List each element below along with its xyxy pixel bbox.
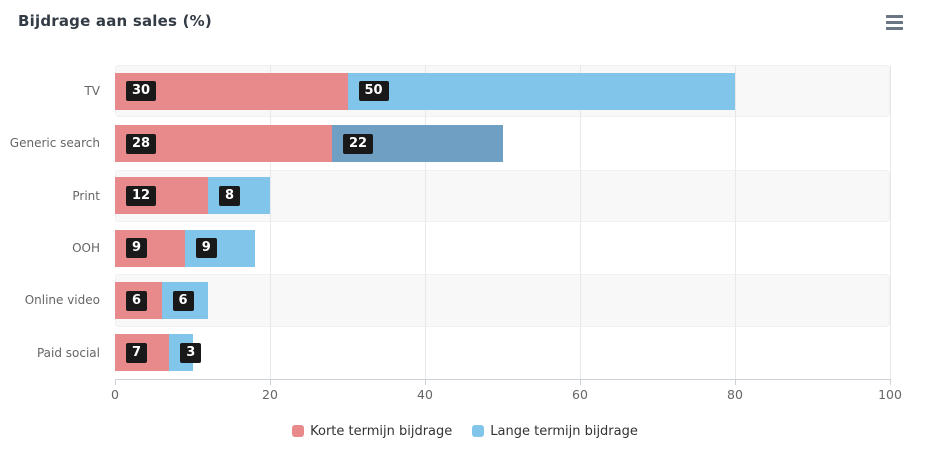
legend-swatch-icon <box>292 425 305 437</box>
category-label: TV <box>84 84 100 99</box>
x-axis-tick-label: 100 <box>878 387 902 402</box>
bar-segment-lange-termijn-bijdrage[interactable] <box>347 72 735 110</box>
data-label: 28 <box>126 133 157 154</box>
x-axis-tick-20 <box>269 380 271 385</box>
data-label: 9 <box>126 238 148 259</box>
x-axis-tick-40 <box>424 380 426 385</box>
data-label: 7 <box>126 342 148 363</box>
legend: Korte termijn bijdrage Lange termijn bijd… <box>0 421 930 441</box>
x-axis-tick-label: 0 <box>111 387 119 402</box>
plot-area: 30 50 28 22 12 8 9 9 6 6 7 3 <box>115 65 891 379</box>
legend-label: Lange termijn bijdrage <box>490 423 638 439</box>
legend-swatch-icon <box>472 425 485 437</box>
data-label: 6 <box>126 290 148 311</box>
category-label: Paid social <box>36 345 100 360</box>
x-axis-line <box>115 379 891 380</box>
x-axis-tick-label: 20 <box>262 387 278 402</box>
gridline-20 <box>269 65 271 379</box>
data-label: 30 <box>126 81 157 102</box>
hamburger-menu-icon <box>885 26 903 30</box>
category-label: Print <box>72 188 100 203</box>
row-band <box>115 274 890 327</box>
data-label: 12 <box>126 185 157 206</box>
data-label: 8 <box>219 185 241 206</box>
data-label: 3 <box>180 342 202 363</box>
x-axis-tick-80 <box>734 380 736 385</box>
category-label: OOH <box>72 241 100 256</box>
data-label: 6 <box>172 290 194 311</box>
category-axis: TV Generic search Print OOH Online video Paid… <box>0 65 100 379</box>
category-label: Online video <box>24 293 100 308</box>
x-axis-tick-60 <box>579 380 581 385</box>
hamburger-menu-icon <box>885 20 903 24</box>
x-axis-tick-100 <box>889 380 891 385</box>
chart-context-menu-button[interactable] <box>882 12 906 32</box>
x-axis-tick-label: 80 <box>727 387 743 402</box>
data-label: 22 <box>343 133 374 154</box>
legend-item-2[interactable]: Lange termijn bijdrage <box>472 424 638 439</box>
gridline-100 <box>889 65 891 379</box>
category-label: Generic search <box>9 136 100 151</box>
gridline-80 <box>734 65 736 379</box>
x-axis-tick-0 <box>114 380 116 385</box>
gridline-60 <box>579 65 581 379</box>
x-axis-tick-label: 60 <box>572 387 588 402</box>
hamburger-menu-icon <box>885 14 903 18</box>
data-label: 9 <box>195 238 217 259</box>
legend-item-1[interactable]: Korte termijn bijdrage <box>292 424 452 439</box>
gridline-40 <box>424 65 426 379</box>
chart-title: Bijdrage aan sales (%) <box>18 12 212 30</box>
data-label: 50 <box>358 81 389 102</box>
x-axis-tick-label: 40 <box>417 387 433 402</box>
legend-label: Korte termijn bijdrage <box>310 423 453 439</box>
